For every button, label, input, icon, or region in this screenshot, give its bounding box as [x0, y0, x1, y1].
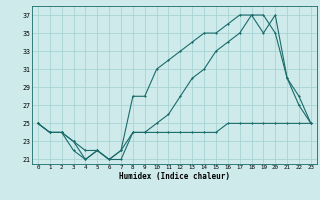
X-axis label: Humidex (Indice chaleur): Humidex (Indice chaleur): [119, 172, 230, 181]
